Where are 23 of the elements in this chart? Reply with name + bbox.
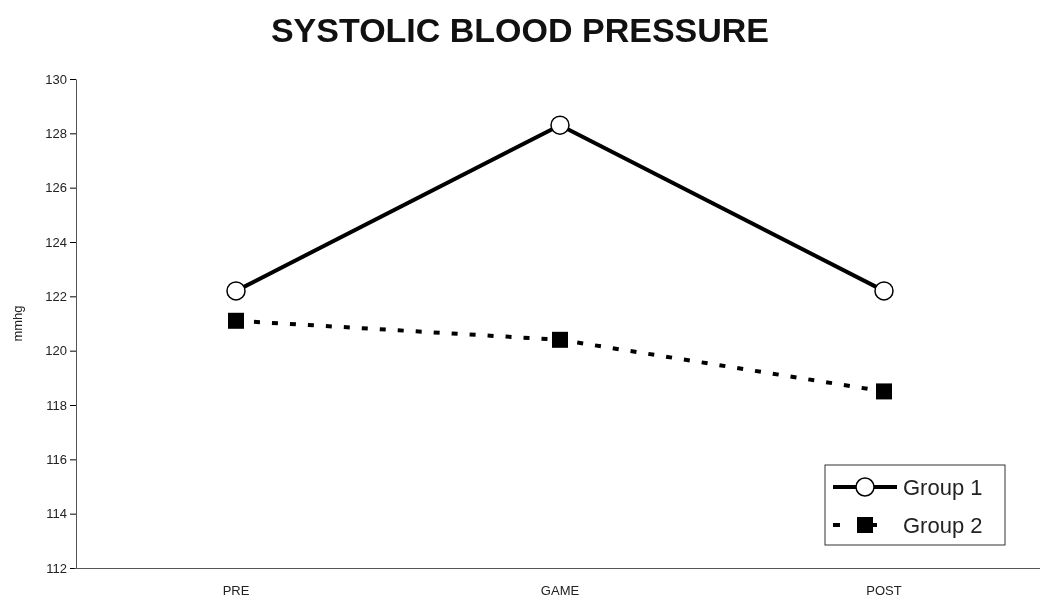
y-tick-label: 112 (46, 560, 67, 576)
point (876, 383, 892, 400)
point (228, 312, 244, 329)
y-tick-label: 130 (45, 71, 67, 87)
x-tick-label: PRE (222, 583, 250, 599)
legend-label: Group 2 (903, 513, 983, 538)
y-tick-label: 124 (45, 234, 67, 250)
y-tick-label: 126 (45, 180, 67, 196)
point (226, 281, 246, 301)
point (552, 331, 568, 348)
x-tick-label: GAME (540, 583, 580, 599)
point (550, 115, 570, 135)
legend-label: Group 1 (903, 475, 983, 500)
y-tick-label: 120 (45, 343, 67, 359)
y-tick-label: 114 (46, 506, 67, 522)
y-axis-title: mmhg (10, 305, 25, 342)
y-tick-label: 122 (45, 288, 67, 304)
point (874, 281, 894, 301)
y-tick-label: 116 (46, 451, 67, 467)
y-tick-label: 128 (45, 125, 67, 141)
y-tick-label: 118 (46, 397, 67, 413)
chart-title: SYSTOLIC BLOOD PRESSURE (270, 11, 770, 49)
x-tick-label: POST (866, 583, 902, 599)
